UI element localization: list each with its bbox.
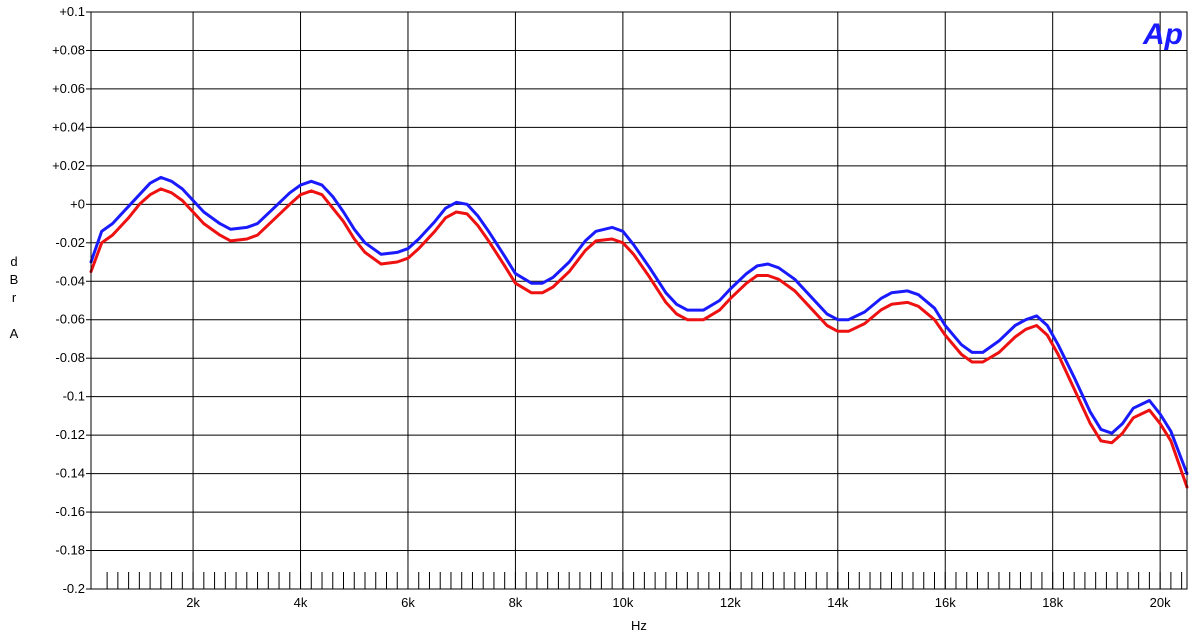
x-tick-label: 2k: [186, 595, 200, 610]
series-line-1: [89, 175, 1189, 476]
x-tick-label: 4k: [294, 595, 308, 610]
x-tick-label: 14k: [827, 595, 848, 610]
y-tick-label: -0.08: [55, 350, 85, 365]
y-tick-label: +0.06: [52, 81, 85, 96]
y-tick-label: -0.02: [55, 235, 85, 250]
y-tick-label: -0.2: [63, 581, 85, 596]
y-tick-label: -0.06: [55, 312, 85, 327]
y-tick-label: +0.1: [59, 4, 85, 19]
minor-ticks: [106, 572, 1183, 589]
y-axis-title: dBr A: [10, 254, 19, 341]
x-tick-label: 6k: [401, 595, 415, 610]
plot-frame: [90, 11, 1188, 590]
y-tick-label: -0.1: [63, 389, 85, 404]
y-axis-title-char: r: [12, 290, 17, 305]
y-tick-label: -0.12: [55, 427, 85, 442]
series-line-2: [89, 187, 1189, 489]
y-tick-labels: +0.1 +0.08 +0.06 +0.04 +0.02 +0 -0.02 -0.04 -0.0…: [52, 4, 85, 596]
y-axis-title-char: A: [10, 326, 19, 341]
x-axis-title: Hz: [631, 618, 647, 633]
x-tick-label: 12k: [720, 595, 741, 610]
y-tick-label: -0.16: [55, 504, 85, 519]
ap-logo: Ap: [1142, 18, 1183, 51]
x-tick-label: 18k: [1042, 595, 1063, 610]
y-axis-title-char: B: [10, 272, 19, 287]
x-tick-label: 8k: [509, 595, 523, 610]
y-axis-title-char: d: [10, 254, 17, 269]
x-tick-labels: 2k 4k 6k 8k 10k 12k 14k 16k 18k 20k: [186, 595, 1171, 610]
x-tick-label: 16k: [935, 595, 956, 610]
y-tick-label: -0.18: [55, 543, 85, 558]
y-tick-label: +0.08: [52, 42, 85, 57]
y-tick-label: -0.14: [55, 466, 85, 481]
x-tick-label: 10k: [612, 595, 633, 610]
y-tick-label: -0.04: [55, 273, 85, 288]
series-group: [89, 175, 1189, 489]
y-tick-label: +0.04: [52, 119, 85, 134]
x-tick-label: 20k: [1150, 595, 1171, 610]
y-tick-label: +0.02: [52, 158, 85, 173]
y-tick-label: +0: [70, 196, 85, 211]
